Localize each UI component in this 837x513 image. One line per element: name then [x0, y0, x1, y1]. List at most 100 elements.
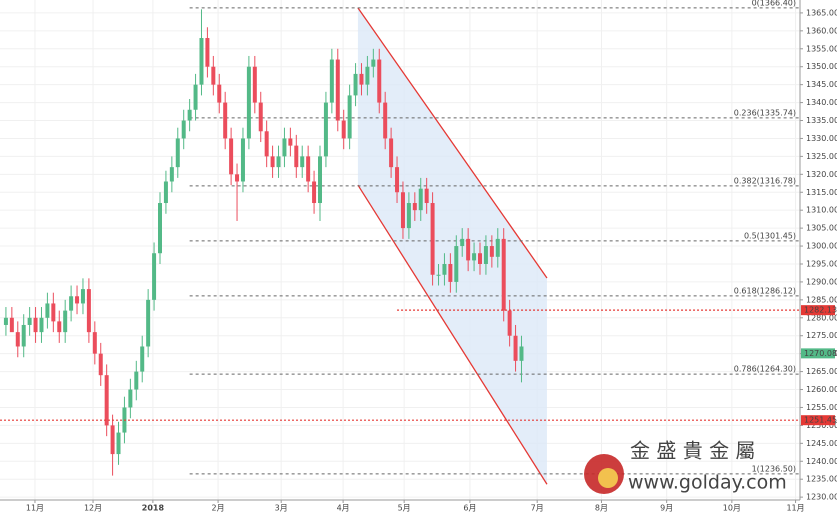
candle-body — [3, 317, 8, 325]
candle-body — [27, 317, 32, 325]
fib-label: 0.382(1316.78) — [734, 176, 796, 185]
x-tick-label: 2月 — [212, 504, 225, 513]
candle-body — [335, 59, 340, 121]
y-tick-label: 1305.00 — [806, 224, 837, 233]
candle-body — [371, 59, 376, 67]
candle-body — [389, 138, 394, 168]
y-tick-label: 1230.00 — [806, 493, 837, 502]
y-tick-label: 1350.00 — [806, 62, 837, 71]
candle-body — [158, 203, 162, 254]
y-tick-label: 1360.00 — [806, 26, 837, 35]
candle-body — [187, 109, 192, 121]
y-tick-label: 1320.00 — [806, 170, 837, 179]
candle-body — [460, 238, 465, 247]
candle-body — [169, 167, 174, 182]
y-tick-label: 1290.00 — [806, 277, 837, 286]
y-tick-label: 1315.00 — [806, 188, 837, 197]
candle-body — [181, 120, 186, 139]
channel-line — [357, 7, 548, 279]
price-tag-label: 1282.13 — [804, 306, 837, 315]
candle-body — [39, 317, 44, 333]
x-tick-label: 8月 — [595, 504, 608, 513]
y-tick-label: 1255.00 — [806, 403, 837, 412]
y-tick-label: 1325.00 — [806, 152, 837, 161]
candle-body — [140, 346, 145, 372]
y-tick-label: 1240.00 — [806, 457, 837, 466]
y-tick-label: 1300.00 — [806, 242, 837, 251]
x-tick-label: 10月 — [723, 504, 741, 513]
candle-body — [205, 38, 210, 67]
y-tick-label: 1365.00 — [806, 8, 837, 17]
candle-body — [472, 253, 477, 261]
candle-body — [75, 296, 80, 304]
candle-body — [478, 253, 482, 264]
candle-body — [519, 346, 524, 361]
candle-body — [365, 66, 370, 85]
x-tick-label: 5月 — [398, 504, 411, 513]
candle-body — [21, 324, 26, 347]
price-tag — [801, 305, 835, 316]
candle-body — [98, 353, 103, 376]
last-price-tag — [801, 348, 835, 359]
x-tick-label: 11月 — [786, 504, 804, 513]
fib-label: 0(1366.40) — [752, 0, 796, 7]
x-tick-label: 2018 — [142, 504, 165, 513]
x-tick-label: 4月 — [337, 504, 350, 513]
candle-body — [146, 299, 151, 347]
candle-body — [104, 375, 109, 426]
candle-body — [341, 120, 346, 139]
y-tick-label: 1235.00 — [806, 475, 837, 484]
candle-body — [306, 156, 311, 182]
y-tick-label: 1280.00 — [806, 313, 837, 322]
fib-label: 0.786(1264.30) — [734, 365, 796, 374]
candle-body — [69, 296, 74, 311]
candle-body — [489, 246, 494, 257]
candle-body — [347, 95, 352, 139]
candle-body — [128, 389, 133, 408]
last-price-label: 1270.08 — [804, 349, 837, 358]
y-tick-label: 1330.00 — [806, 134, 837, 143]
candle-body — [418, 188, 423, 211]
candle-body — [235, 174, 240, 182]
candle-body — [86, 289, 91, 333]
y-tick-label: 1355.00 — [806, 44, 837, 53]
candle-body — [466, 238, 471, 261]
y-tick-label: 1275.00 — [806, 331, 837, 340]
candle-body — [92, 332, 97, 354]
y-tick-label: 1310.00 — [806, 206, 837, 215]
price-tag-label: 1251.45 — [804, 416, 837, 425]
x-tick-label: 12月 — [84, 504, 102, 513]
candle-body — [359, 73, 364, 85]
candle-body — [264, 131, 269, 157]
candle-body — [175, 138, 180, 168]
candle-body — [395, 167, 400, 193]
candle-body — [217, 84, 222, 103]
candle-body — [80, 289, 85, 304]
candle-body — [383, 102, 388, 139]
candle-body — [134, 371, 139, 390]
candle-body — [223, 102, 228, 139]
x-tick-label: 3月 — [275, 504, 288, 513]
fib-label: 0.618(1286.12) — [734, 286, 796, 295]
candle-body — [270, 156, 275, 168]
candle-body — [483, 246, 488, 264]
y-tick-label: 1260.00 — [806, 385, 837, 394]
candle-body — [110, 425, 115, 455]
candle-body — [63, 310, 68, 333]
candle-body — [318, 156, 322, 204]
candle-body — [282, 138, 287, 157]
y-tick-label: 1265.00 — [806, 367, 837, 376]
candle-body — [454, 246, 459, 282]
candle-body — [258, 102, 263, 132]
candle-body — [507, 310, 512, 336]
candle-body — [400, 192, 405, 229]
candle-body — [199, 38, 204, 85]
x-tick-label: 6月 — [463, 504, 476, 513]
candle-body — [252, 66, 257, 103]
y-tick-label: 1345.00 — [806, 80, 837, 89]
candle-body — [163, 181, 168, 204]
candle-body — [513, 335, 518, 361]
candle-body — [152, 253, 157, 300]
